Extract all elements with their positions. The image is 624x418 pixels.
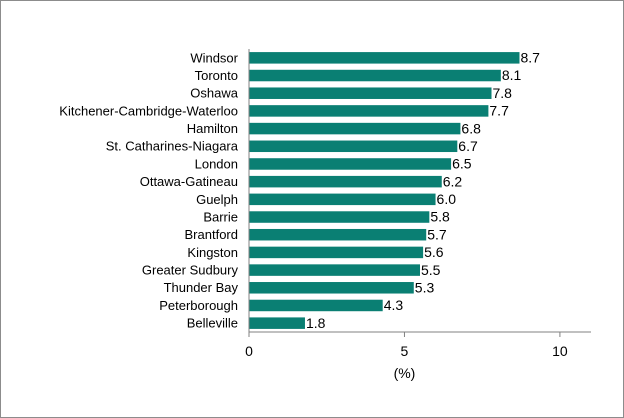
bar bbox=[249, 158, 452, 170]
category-label: Peterborough bbox=[159, 298, 238, 313]
category-label: Toronto bbox=[195, 68, 238, 83]
bar bbox=[249, 105, 489, 117]
bar bbox=[249, 228, 427, 241]
data-label: 4.3 bbox=[384, 297, 404, 313]
data-label: 5.7 bbox=[427, 226, 447, 242]
data-label: 5.5 bbox=[421, 262, 441, 278]
category-label: Thunder Bay bbox=[164, 280, 239, 295]
bar bbox=[249, 317, 305, 329]
category-label: Brantford bbox=[185, 227, 238, 242]
bar bbox=[249, 299, 383, 312]
category-label: Oshawa bbox=[190, 86, 238, 101]
x-ticks: 0 5 10 bbox=[245, 332, 568, 359]
bar bbox=[249, 69, 501, 82]
data-label: 8.7 bbox=[520, 50, 540, 66]
bar bbox=[249, 246, 424, 259]
bar bbox=[249, 87, 492, 99]
data-label: 1.8 bbox=[306, 315, 326, 331]
bar bbox=[249, 122, 461, 135]
data-label: 6.8 bbox=[461, 120, 481, 136]
x-tick-label: 0 bbox=[245, 343, 253, 359]
category-label: St. Catharines-Niagara bbox=[106, 139, 239, 154]
bar bbox=[249, 211, 430, 223]
category-label: London bbox=[195, 156, 238, 171]
bar bbox=[249, 264, 420, 276]
data-label: 5.8 bbox=[430, 209, 450, 225]
bar bbox=[249, 52, 520, 64]
data-label: 7.7 bbox=[489, 103, 509, 119]
bar bbox=[249, 175, 442, 188]
data-label: 6.2 bbox=[443, 173, 463, 189]
data-label: 6.0 bbox=[437, 191, 457, 207]
category-label: Barrie bbox=[203, 209, 238, 224]
x-axis-title: (%) bbox=[394, 365, 416, 381]
x-tick-label: 5 bbox=[401, 343, 409, 359]
data-label: 7.8 bbox=[493, 85, 513, 101]
category-labels: Windsor Toronto Oshawa Kitchener-Cambridge-… bbox=[59, 50, 238, 330]
category-label: Hamilton bbox=[187, 121, 238, 136]
data-label: 5.6 bbox=[424, 244, 444, 260]
category-label: Guelph bbox=[196, 192, 238, 207]
data-label: 6.5 bbox=[452, 156, 472, 172]
bar bbox=[249, 193, 436, 206]
category-label: Greater Sudbury bbox=[142, 263, 239, 278]
data-label: 5.3 bbox=[415, 279, 435, 295]
bar bbox=[249, 282, 414, 294]
bar bbox=[249, 140, 458, 153]
bars-group bbox=[249, 52, 520, 329]
category-label: Kitchener-Cambridge-Waterloo bbox=[59, 103, 238, 118]
x-tick-label: 10 bbox=[552, 343, 568, 359]
category-label: Ottawa-Gatineau bbox=[140, 174, 238, 189]
category-label: Belleville bbox=[187, 316, 238, 331]
data-label: 6.7 bbox=[458, 138, 478, 154]
value-labels: 8.78.1 7.8 7.7 6.8 6.7 6.56.2 6.0 5.85.7 5.6 5.55… bbox=[306, 50, 540, 331]
axes-group bbox=[248, 49, 591, 333]
category-label: Kingston bbox=[187, 245, 238, 260]
data-label: 8.1 bbox=[502, 67, 522, 83]
category-label: Windsor bbox=[190, 50, 238, 65]
